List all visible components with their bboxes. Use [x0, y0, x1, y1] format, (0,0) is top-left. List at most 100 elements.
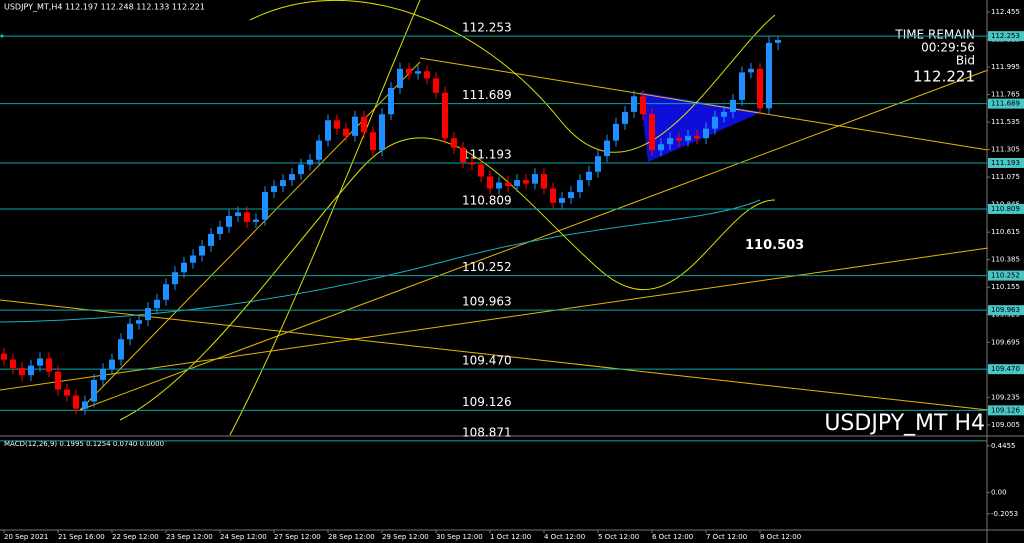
- candle-body: [559, 198, 565, 203]
- candle-body: [433, 78, 439, 93]
- candle-body: [109, 359, 115, 370]
- timer-time: 00:29:56: [921, 41, 975, 55]
- y-tick-label: 111.995: [991, 63, 1020, 71]
- macd-label: MACD(12,26,9) 0.1995 0.1254 0.0740 0.000…: [4, 440, 164, 448]
- candle-body: [316, 140, 322, 160]
- level-label: 109.470: [462, 354, 512, 368]
- candle-body: [415, 71, 421, 74]
- y-tick-label: 110.385: [991, 256, 1020, 264]
- macd-y-tick-label: 0.00: [991, 488, 1007, 496]
- candle-body: [658, 144, 664, 151]
- level-axis-label: 112.253: [991, 32, 1020, 40]
- trend-line: [0, 299, 989, 411]
- candle-body: [577, 180, 583, 193]
- candle-body: [325, 120, 331, 141]
- candle-body: [442, 92, 448, 139]
- candle-body: [10, 359, 16, 368]
- candle-body: [307, 159, 313, 165]
- candle-body: [514, 180, 520, 187]
- candle-body: [334, 120, 340, 129]
- x-tick-label: 22 Sep 12:00: [112, 533, 159, 541]
- y-tick-label: 109.695: [991, 338, 1020, 346]
- level-label: 109.126: [462, 395, 512, 409]
- y-tick-label: 111.535: [991, 118, 1020, 126]
- candle-body: [190, 255, 196, 263]
- y-tick-label: 111.305: [991, 146, 1020, 154]
- candle-body: [631, 96, 637, 112]
- candle-body: [226, 216, 232, 227]
- x-tick-label: 20 Sep 2021: [4, 533, 48, 541]
- level-label: 112.253: [462, 21, 512, 35]
- candle-body: [289, 174, 295, 181]
- level-axis-label: 109.126: [991, 406, 1020, 414]
- trend-line: [0, 247, 989, 391]
- candle-body: [154, 299, 160, 309]
- candle-body: [37, 358, 43, 366]
- level-label: 109.963: [462, 295, 512, 309]
- macd-y-tick-label: -0.2053: [991, 510, 1018, 518]
- candle-body: [595, 156, 601, 172]
- candle-body: [55, 371, 61, 390]
- candle-body: [523, 180, 529, 184]
- band: [119, 137, 776, 421]
- level-axis-box: [988, 157, 1024, 168]
- candle-body: [370, 132, 376, 151]
- candle-body: [64, 389, 70, 396]
- candle-body: [271, 186, 277, 193]
- candle-body: [478, 164, 484, 177]
- x-tick-label: 6 Oct 12:00: [652, 533, 693, 541]
- candle-body: [775, 39, 781, 43]
- candle-body: [676, 138, 682, 141]
- candle-body: [28, 365, 34, 376]
- candle-body: [91, 379, 97, 402]
- candle-body: [379, 114, 385, 151]
- level-axis-box: [988, 364, 1024, 375]
- y-tick-label: 110.615: [991, 228, 1020, 236]
- level-axis-label: 110.252: [991, 272, 1020, 280]
- bid-label: Bid: [956, 54, 975, 68]
- candle-body: [613, 123, 619, 141]
- level-axis-box: [988, 405, 1024, 416]
- candle-body: [406, 68, 412, 74]
- candle-body: [46, 358, 52, 372]
- candle-body: [388, 87, 394, 115]
- y-tick-label: 109.005: [991, 421, 1020, 429]
- candle-body: [712, 116, 718, 129]
- candle-body: [748, 68, 754, 73]
- x-tick-label: 7 Oct 12:00: [706, 533, 747, 541]
- candle-body: [82, 401, 88, 409]
- x-tick-label: 1 Oct 12:00: [490, 533, 531, 541]
- candle-body: [19, 367, 25, 376]
- x-tick-label: 5 Oct 12:00: [598, 533, 639, 541]
- candle-body: [352, 116, 358, 136]
- x-tick-label: 24 Sep 12:00: [220, 533, 267, 541]
- level-axis-label: 111.193: [991, 159, 1020, 167]
- candle-body: [244, 212, 250, 222]
- y-tick-label: 112.455: [991, 8, 1020, 16]
- candle-body: [424, 71, 430, 79]
- candle-body: [550, 188, 556, 203]
- candle-body: [586, 171, 592, 181]
- candle-body: [163, 284, 169, 300]
- candle-body: [298, 164, 304, 175]
- level-label: 108.871: [462, 425, 512, 439]
- candle-body: [361, 116, 367, 133]
- candle-body: [172, 272, 178, 285]
- candle-body: [280, 180, 286, 187]
- candle-body: [532, 174, 538, 184]
- candle-body: [640, 96, 646, 115]
- y-tick-label: 111.075: [991, 173, 1020, 181]
- candle-body: [703, 128, 709, 139]
- candle-body: [136, 320, 142, 324]
- level-axis-label: 111.689: [991, 100, 1020, 108]
- candle-body: [397, 68, 403, 88]
- level-axis-box: [988, 31, 1024, 42]
- candle-body: [145, 308, 151, 321]
- level-label: 111.193: [462, 147, 512, 161]
- candle-body: [460, 147, 466, 163]
- x-tick-label: 29 Sep 12:00: [382, 533, 429, 541]
- level-axis-label: 109.963: [991, 306, 1020, 314]
- candle-body: [217, 226, 223, 234]
